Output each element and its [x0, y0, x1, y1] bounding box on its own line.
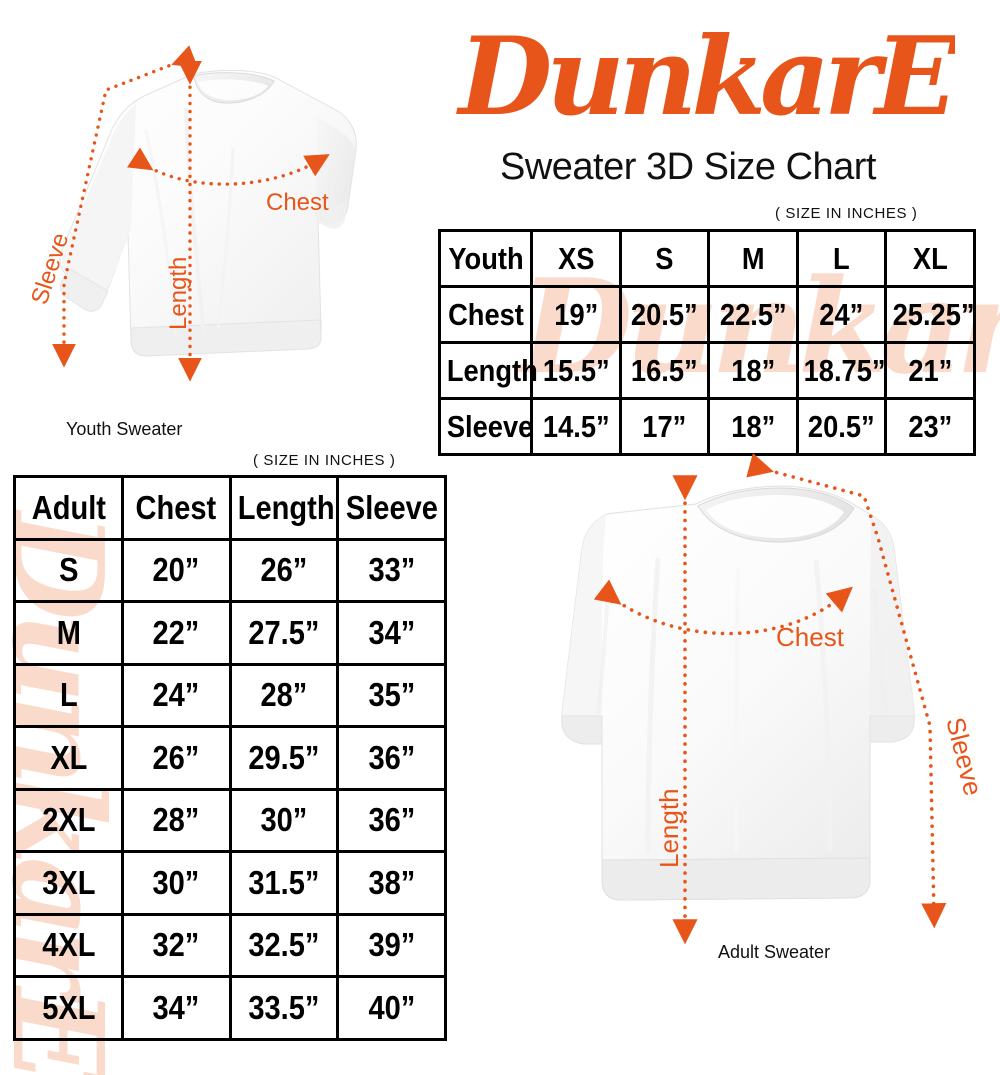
adult-header-1: Chest [127, 475, 225, 541]
adult-length-xl: 29.5” [235, 725, 333, 791]
youth-header-5: XL [889, 229, 971, 288]
table-row: M 22” 27.5” 34” [15, 600, 446, 666]
adult-sleeve-2xl: 36” [342, 787, 441, 853]
adult-size-s: S [19, 537, 118, 603]
youth-header-1: XS [535, 229, 617, 288]
youth-chest-arrow [126, 147, 330, 186]
youth-measure-lines [52, 45, 330, 382]
youth-length-m: 18” [712, 341, 794, 400]
adult-chest-s: 20” [127, 537, 225, 603]
adult-chest-xl: 26” [127, 725, 225, 791]
adult-chest-l: 24” [127, 662, 225, 728]
table-row: Sleeve 14.5” 17” 18” 20.5” 23” [440, 397, 975, 456]
adult-chest-label: Chest [776, 622, 845, 652]
adult-length-l: 28” [235, 662, 333, 728]
youth-row-label-chest: Chest [443, 285, 528, 344]
table-row: Length 15.5” 16.5” 18” 18.75” 21” [440, 341, 975, 400]
adult-measure-lines [593, 453, 947, 945]
adult-sweater-illustration: Chest Length Sleeve [548, 448, 1000, 953]
table-row: 3XL 30” 31.5” 38” [15, 850, 446, 916]
youth-chest-l: 24” [801, 285, 882, 344]
size-unit-caption-youth: ( SIZE IN INCHES ) [775, 205, 918, 222]
adult-sleeve-s: 33” [342, 537, 441, 603]
adult-size-table: Adult Chest Length Sleeve S 20” 26” 33” … [13, 475, 447, 1041]
youth-length-label: Length [165, 257, 192, 330]
youth-header-0: Youth [443, 229, 528, 288]
adult-sleeve-5xl: 40” [342, 975, 441, 1041]
youth-sleeve-arrow [52, 45, 198, 368]
brand-logo-svg: DunkarE [456, 22, 955, 140]
adult-sleeve-4xl: 39” [342, 912, 441, 978]
brand-logo: DunkarE [455, 22, 955, 142]
adult-sleeve-label: Sleeve [940, 714, 988, 798]
table-row: 4XL 32” 32.5” 39” [15, 912, 446, 978]
adult-size-xl: XL [19, 725, 118, 791]
table-row-header: Adult Chest Length Sleeve [15, 475, 446, 541]
youth-length-xs: 15.5” [535, 341, 617, 400]
adult-chest-m: 22” [127, 600, 225, 666]
adult-header-2: Length [235, 475, 335, 541]
adult-sweater-svg: Chest Length Sleeve [561, 453, 989, 945]
adult-garment-shape [561, 485, 915, 901]
youth-row-label-length: Length [443, 341, 537, 400]
youth-sleeve-xl: 23” [889, 397, 971, 456]
youth-sweater-caption: Youth Sweater [66, 419, 183, 439]
youth-chest-s: 20.5” [624, 285, 705, 344]
adult-length-m: 27.5” [235, 600, 333, 666]
youth-sleeve-l: 20.5” [801, 397, 882, 456]
adult-size-5xl: 5XL [19, 975, 118, 1041]
youth-length-l: 18.75” [801, 341, 886, 400]
youth-sleeve-m: 18” [712, 397, 794, 456]
youth-header-2: S [624, 229, 705, 288]
adult-length-label: Length [654, 788, 684, 868]
adult-sweater-caption: Adult Sweater [718, 942, 831, 962]
adult-length-3xl: 31.5” [235, 850, 333, 916]
table-row: Chest 19” 20.5” 22.5” 24” 25.25” [440, 285, 975, 344]
adult-chest-3xl: 30” [127, 850, 225, 916]
youth-chest-xs: 19” [535, 285, 617, 344]
youth-header-4: L [801, 229, 882, 288]
youth-chest-m: 22.5” [712, 285, 794, 344]
adult-size-3xl: 3XL [19, 850, 118, 916]
youth-sweater-svg: Chest Length Sleeve [26, 45, 357, 382]
table-row: L 24” 28” 35” [15, 662, 446, 728]
youth-length-s: 16.5” [624, 341, 705, 400]
size-chart-page: DunkarE DunkarE DunkarE Sweater 3D Size … [0, 22, 1000, 1075]
adult-chest-5xl: 34” [127, 975, 225, 1041]
adult-size-4xl: 4XL [19, 912, 118, 978]
adult-length-4xl: 32.5” [235, 912, 333, 978]
youth-length-xl: 21” [889, 341, 971, 400]
table-row: 5XL 34” 33.5” 40” [15, 975, 446, 1041]
adult-chest-arrow [593, 579, 853, 636]
adult-length-5xl: 33.5” [235, 975, 333, 1041]
adult-sleeve-m: 34” [342, 600, 441, 666]
adult-length-2xl: 30” [235, 787, 333, 853]
brand-logo-text: DunkarE [456, 22, 955, 140]
youth-size-table: Youth XS S M L XL Chest 19” 20.5” 22.5” … [438, 229, 976, 456]
size-unit-caption-adult: ( SIZE IN INCHES ) [253, 452, 396, 469]
youth-sleeve-s: 17” [624, 397, 705, 456]
adult-header-0: Adult [19, 475, 118, 541]
adult-length-s: 26” [235, 537, 333, 603]
adult-header-3: Sleeve [342, 475, 441, 541]
adult-sleeve-l: 35” [342, 662, 441, 728]
adult-size-m: M [19, 600, 118, 666]
youth-row-label-sleeve: Sleeve [443, 397, 533, 456]
youth-header-3: M [712, 229, 794, 288]
adult-chest-2xl: 28” [127, 787, 225, 853]
adult-size-l: L [19, 662, 118, 728]
youth-sleeve-xs: 14.5” [535, 397, 617, 456]
adult-sleeve-xl: 36” [342, 725, 441, 791]
youth-sweater-illustration: Chest Length Sleeve [18, 38, 418, 428]
page-title: Sweater 3D Size Chart [500, 146, 877, 188]
youth-chest-xl: 25.25” [889, 285, 974, 344]
table-row: 2XL 28” 30” 36” [15, 787, 446, 853]
youth-chest-label: Chest [266, 189, 329, 216]
adult-size-2xl: 2XL [19, 787, 118, 853]
table-row-header: Youth XS S M L XL [440, 229, 975, 288]
adult-chest-4xl: 32” [127, 912, 225, 978]
table-row: S 20” 26” 33” [15, 537, 446, 603]
adult-sleeve-3xl: 38” [342, 850, 441, 916]
table-row: XL 26” 29.5” 36” [15, 725, 446, 791]
